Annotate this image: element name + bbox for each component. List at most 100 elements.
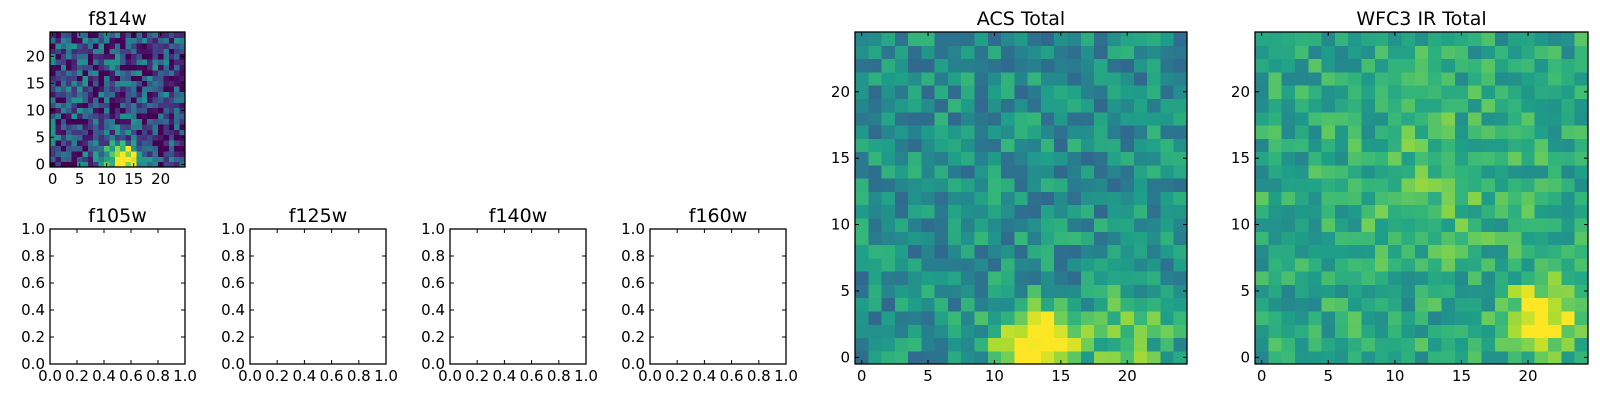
heatmap-cell [163, 156, 170, 163]
heatmap-cell [82, 86, 89, 92]
heatmap-cell [1014, 337, 1029, 352]
heatmap-cell [881, 310, 896, 325]
heatmap-cell [50, 69, 56, 76]
heatmap-cell [1321, 337, 1336, 352]
heatmap-cell [1374, 257, 1389, 272]
heatmap-cell [1281, 58, 1296, 73]
heatmap-cell [1321, 310, 1336, 325]
heatmap-cell [1173, 111, 1188, 126]
heatmap-cell [947, 271, 962, 285]
heatmap-cell [1334, 124, 1349, 139]
heatmap-cell [104, 134, 110, 141]
y-tick-label: 1.0 [221, 220, 245, 238]
heatmap-cell [1067, 45, 1082, 60]
heatmap-cell [55, 96, 62, 103]
heatmap-cell [1040, 204, 1055, 219]
heatmap-cell [1481, 324, 1496, 339]
heatmap-cell [1054, 85, 1069, 99]
heatmap-cell [1080, 191, 1095, 206]
heatmap-cell [1094, 45, 1108, 60]
heatmap-cell [1561, 45, 1576, 60]
heatmap-cell [136, 129, 143, 136]
heatmap-cell [1268, 204, 1283, 219]
heatmap-cell [1040, 58, 1055, 73]
heatmap-cell [1414, 191, 1429, 206]
heatmap-cell [163, 32, 170, 38]
heatmap-cell [1160, 257, 1175, 272]
heatmap-cell [1361, 297, 1376, 312]
heatmap-cell [141, 59, 148, 65]
heatmap-cell [1067, 284, 1082, 299]
heatmap-cell [908, 284, 922, 299]
heatmap-cell [934, 124, 949, 139]
heatmap-cell [881, 271, 896, 285]
heatmap-cell [158, 75, 164, 82]
heatmap-cell [1294, 271, 1309, 285]
heatmap-cell [1107, 71, 1122, 86]
y-tick-label: 0.2 [21, 328, 45, 346]
heatmap-cell [87, 118, 94, 125]
heatmap-cell [881, 164, 896, 179]
heatmap-cell [82, 59, 89, 65]
heatmap-cell [1561, 244, 1576, 259]
x-tick-label: 0.8 [747, 367, 771, 385]
heatmap-cell [179, 140, 186, 146]
heatmap-cell [1027, 337, 1042, 352]
heatmap-cell [1334, 271, 1349, 285]
heatmap-cell [1014, 111, 1029, 126]
heatmap-cell [55, 86, 62, 92]
heatmap-cell [1361, 58, 1376, 73]
heatmap-cell [1348, 85, 1363, 99]
heatmap-cell [1561, 71, 1576, 86]
heatmap-cell [174, 96, 181, 103]
heatmap-cell [1521, 310, 1536, 325]
heatmap-cell [1321, 85, 1336, 99]
heatmap-cell [855, 32, 869, 46]
heatmap-cell [98, 140, 105, 146]
y-tick-label: 0.6 [621, 274, 645, 292]
heatmap-cell [1094, 98, 1108, 113]
heatmap-cell [1548, 324, 1562, 339]
heatmap-cell [1321, 45, 1336, 60]
heatmap-cell [1441, 337, 1456, 352]
heatmap-cell [158, 107, 164, 114]
heatmap-cell [120, 134, 127, 141]
heatmap-cell [1133, 98, 1148, 113]
heatmap-cell [1173, 310, 1188, 325]
heatmap-cell [1401, 58, 1416, 73]
heatmap-cell [1534, 350, 1549, 365]
heatmap-cell [947, 257, 962, 272]
x-tick-label: 1.0 [374, 367, 398, 385]
y-tick-label: 15 [831, 149, 850, 167]
x-tick-label: 20 [1519, 367, 1538, 385]
heatmap-cell [1374, 310, 1389, 325]
heatmap-cell [1281, 178, 1296, 192]
heatmap-cell [1308, 297, 1323, 312]
heatmap-cell [908, 337, 922, 352]
heatmap-cell [1014, 284, 1029, 299]
heatmap-cell [174, 86, 181, 92]
heatmap-cell [168, 53, 175, 60]
heatmap-cell [1120, 111, 1135, 126]
heatmap-cell [934, 178, 949, 192]
heatmap-cell [1428, 350, 1443, 365]
heatmap-cell [855, 151, 869, 166]
heatmap-cell [1521, 111, 1536, 126]
heatmap-cell [947, 244, 962, 259]
heatmap-cell [1255, 191, 1269, 206]
heatmap-cell [1548, 217, 1562, 232]
heatmap-cell [98, 102, 105, 109]
heatmap-cell [163, 53, 170, 60]
heatmap-cell [1454, 217, 1469, 232]
heatmap-cell [1468, 58, 1483, 73]
heatmap-cell [1414, 71, 1429, 86]
heatmap-cell [152, 48, 159, 55]
heatmap-cell [131, 118, 137, 125]
x-tick-label: 15 [1051, 367, 1070, 385]
heatmap-cell [50, 64, 56, 71]
heatmap-cell [141, 91, 148, 98]
heatmap-cell [1040, 337, 1055, 352]
heatmap-cell [868, 191, 883, 206]
heatmap-cell [1308, 98, 1323, 113]
heatmap-cell [1361, 271, 1376, 285]
